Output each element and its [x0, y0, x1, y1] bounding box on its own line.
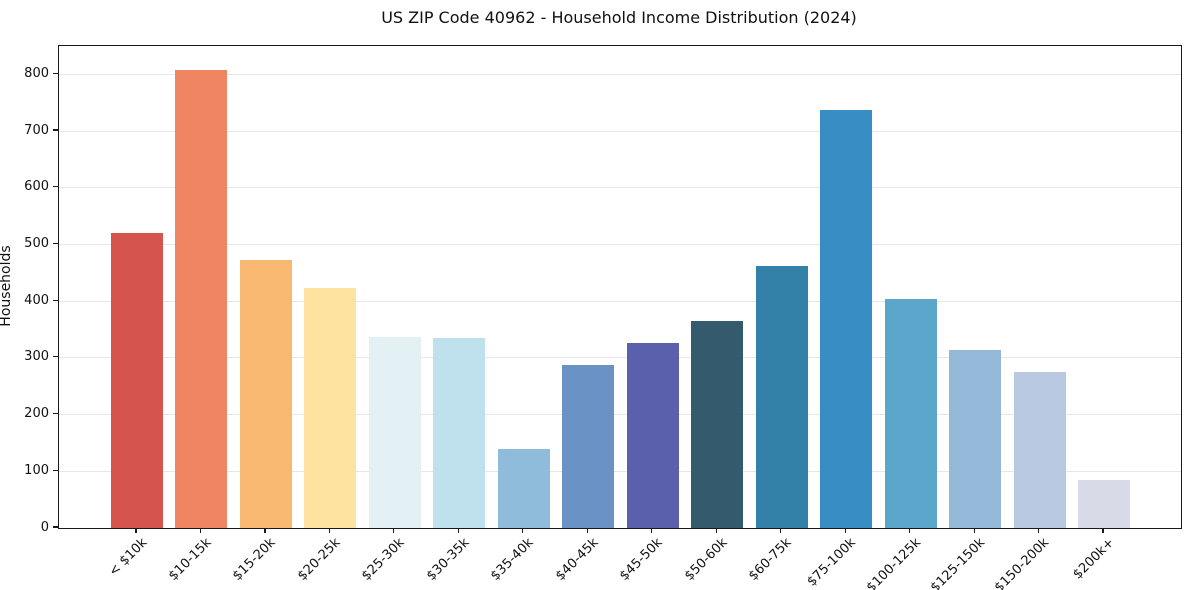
y-tick-label-600: 600	[24, 179, 49, 195]
plot-area	[58, 45, 1182, 529]
y-tick-mark-200	[53, 412, 58, 415]
x-tick-mark-$100-125k	[909, 528, 911, 533]
x-tick-label-$125-150k: $125-150k	[927, 535, 989, 590]
y-tick-label-100: 100	[24, 462, 49, 478]
bar-$35-40k	[497, 449, 550, 528]
x-tick-label-$20-25k: $20-25k	[294, 535, 344, 584]
bar-$150-200k	[1013, 372, 1066, 528]
gridline-y-500	[59, 243, 1181, 245]
gridline-y-200	[59, 414, 1181, 416]
bar-$25-30k	[368, 337, 421, 528]
y-tick-label-200: 200	[24, 406, 49, 422]
gridline-y-400	[59, 300, 1181, 302]
gridline-y-600	[59, 187, 1181, 189]
x-tick-mark-$60-75k	[780, 528, 782, 533]
bar-$100-125k	[884, 298, 937, 528]
x-tick-mark-$25-30k	[393, 528, 395, 533]
x-tick-mark-$50-60k	[715, 528, 717, 533]
chart-title: US ZIP Code 40962 - Household Income Dis…	[381, 8, 857, 27]
y-tick-label-800: 800	[24, 65, 49, 81]
y-tick-mark-0	[53, 526, 58, 528]
y-tick-mark-600	[53, 186, 58, 188]
y-tick-label-500: 500	[24, 235, 49, 251]
bar-$15-20k	[239, 260, 292, 528]
y-tick-mark-400	[53, 299, 58, 301]
x-tick-mark-$35-40k	[522, 528, 524, 533]
bar-$45-50k	[626, 343, 679, 528]
x-tick-mark-$20-25k	[328, 528, 330, 533]
y-tick-mark-700	[53, 129, 58, 131]
x-tick-label-$50-60k: $50-60k	[681, 535, 731, 584]
x-tick-label-$30-35k: $30-35k	[423, 535, 473, 584]
x-tick-label-$40-45k: $40-45k	[552, 535, 602, 584]
x-tick-label-< $10k: < $10k	[105, 535, 150, 580]
y-tick-mark-500	[53, 242, 58, 245]
bar-< $10k	[111, 233, 163, 528]
y-tick-mark-800	[53, 72, 58, 74]
bar-$200k+	[1078, 479, 1131, 528]
x-tick-mark-$45-50k	[651, 528, 653, 533]
x-tick-mark-$10-15k	[199, 528, 202, 533]
y-tick-label-400: 400	[24, 292, 49, 308]
x-tick-mark-$15-20k	[264, 528, 266, 533]
x-tick-label-$15-20k: $15-20k	[230, 535, 279, 584]
x-tick-label-$60-75k: $60-75k	[746, 535, 795, 584]
gridline-y-100	[59, 470, 1181, 472]
gridline-y-300	[59, 357, 1181, 359]
bar-$10-15k	[175, 69, 228, 528]
x-tick-mark-$125-150k	[973, 528, 975, 533]
x-tick-label-$200k+: $200k+	[1069, 535, 1117, 583]
y-tick-label-0: 0	[40, 519, 49, 535]
x-tick-mark-$150-200k	[1037, 528, 1040, 533]
y-axis-label: Households	[0, 245, 14, 327]
bar-$60-75k	[755, 266, 808, 528]
bar-$30-35k	[433, 338, 486, 528]
x-tick-label-$75-100k: $75-100k	[804, 535, 860, 590]
x-tick-label-$45-50k: $45-50k	[617, 535, 666, 584]
x-tick-mark-$200k+	[1102, 528, 1104, 533]
y-tick-label-300: 300	[24, 349, 49, 365]
gridline-y-700	[59, 130, 1181, 132]
x-tick-mark-$30-35k	[457, 528, 459, 533]
x-tick-label-$10-15k: $10-15k	[165, 535, 215, 584]
bar-$40-45k	[562, 364, 615, 528]
x-tick-mark-$75-100k	[844, 528, 846, 533]
x-tick-label-$25-30k: $25-30k	[359, 535, 408, 584]
y-tick-label-700: 700	[24, 122, 49, 138]
x-tick-label-$35-40k: $35-40k	[488, 535, 537, 584]
x-tick-mark-< $10k	[135, 528, 137, 533]
x-tick-label-$150-200k: $150-200k	[992, 535, 1053, 590]
x-tick-label-$100-125k: $100-125k	[863, 535, 924, 590]
y-tick-mark-100	[53, 469, 58, 471]
bar-$75-100k	[820, 110, 873, 528]
bar-$125-150k	[949, 349, 1002, 528]
bar-$50-60k	[691, 321, 744, 528]
gridline-y-800	[59, 73, 1181, 75]
x-tick-mark-$40-45k	[586, 528, 588, 533]
bar-$20-25k	[304, 288, 357, 528]
y-tick-mark-300	[53, 356, 58, 358]
